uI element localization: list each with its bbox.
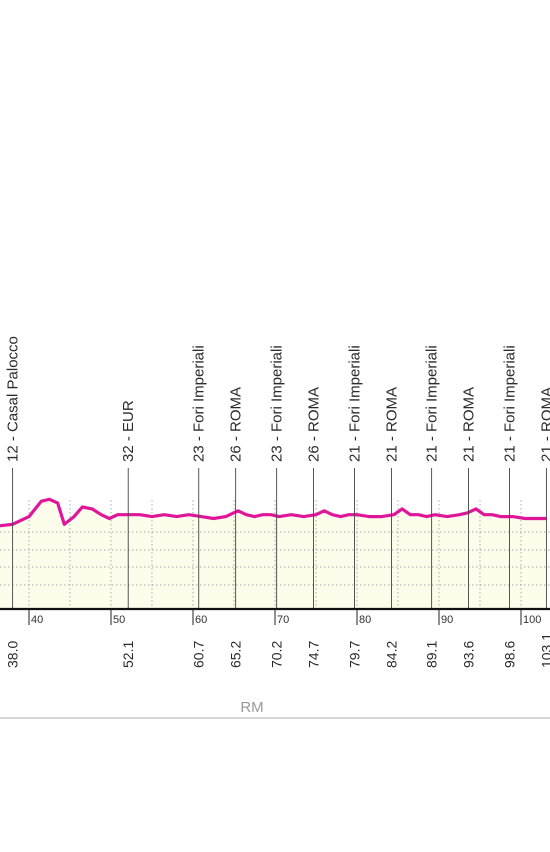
profile-line (0, 497, 548, 528)
waypoint-label: 12 - Casal Palocco (5, 336, 22, 462)
waypoint-label: 26 - ROMA (306, 387, 323, 462)
waypoint-label: 21 - Fori Imperiali (347, 345, 364, 462)
profile-line-layer (0, 497, 548, 528)
waypoint-label: 21 - ROMA (383, 387, 400, 462)
waypoint-label: 32 - EUR (120, 400, 137, 462)
waypoint-km-label: 98.6 (502, 641, 518, 668)
x-axis-tick-label: 40 (31, 614, 43, 626)
waypoint-km-label: 74.7 (306, 641, 322, 668)
waypoint-label: 21 - ROMA (538, 387, 550, 462)
x-axis-tick-label: 70 (277, 614, 289, 626)
x-axis-tick-label: 80 (359, 614, 371, 626)
x-axis-tick-label: 90 (441, 614, 453, 626)
waypoint-label: 21 - Fori Imperiali (502, 345, 519, 462)
waypoint-label: 21 - Fori Imperiali (424, 345, 441, 462)
profile-area-fill (0, 499, 546, 609)
waypoint-km-label: 79.7 (347, 641, 363, 668)
waypoint-km-label: 89.1 (424, 641, 440, 668)
waypoint-km-label: 60.7 (191, 641, 207, 668)
waypoint-km-label: 93.6 (461, 641, 477, 668)
x-axis-tick-label: 60 (195, 614, 207, 626)
waypoint-km-label: 84.2 (383, 641, 399, 668)
waypoint-label: 23 - Fori Imperiali (191, 345, 208, 462)
waypoint-km-label: 70.2 (269, 641, 285, 668)
region-label: RM (240, 699, 263, 716)
waypoint-label: 26 - ROMA (228, 387, 245, 462)
waypoint-layer: 12 - Casal Palocco 38.0 32 - EUR 52.1 23 - F… (5, 336, 550, 668)
x-axis-tick-label: 50 (113, 614, 125, 626)
waypoint-km-label: 38.0 (5, 641, 21, 668)
waypoint-label: 21 - ROMA (461, 387, 478, 462)
waypoint-km-label: 65.2 (228, 641, 244, 668)
x-axis-tick-label: 100 (523, 614, 541, 626)
waypoint-km-label: 52.1 (120, 641, 136, 668)
waypoint-label: 23 - Fori Imperiali (269, 345, 286, 462)
profile-fill-layer (0, 499, 546, 609)
axis-layer: 40 50 60 70 80 90 100 (0, 607, 550, 626)
waypoint-km-label: 103.1 (538, 633, 550, 668)
